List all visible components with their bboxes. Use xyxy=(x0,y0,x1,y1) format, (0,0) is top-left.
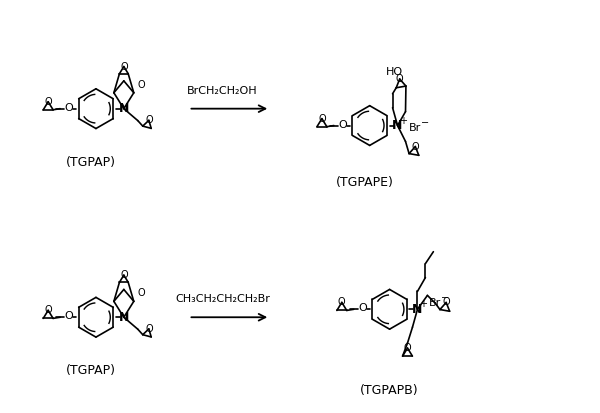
Text: (TGPAPB): (TGPAPB) xyxy=(360,384,419,397)
Text: O: O xyxy=(120,62,128,71)
Text: O: O xyxy=(44,305,52,316)
Text: O: O xyxy=(138,80,145,90)
Text: O: O xyxy=(145,115,152,125)
Text: O: O xyxy=(412,142,419,152)
Text: O: O xyxy=(396,74,403,84)
Text: HO: HO xyxy=(386,67,403,77)
Text: O: O xyxy=(338,119,347,130)
Text: O: O xyxy=(138,288,145,299)
Text: Br: Br xyxy=(409,123,422,133)
Text: (TGPAPE): (TGPAPE) xyxy=(336,176,394,189)
Text: BrCH₂CH₂OH: BrCH₂CH₂OH xyxy=(187,86,257,96)
Text: O: O xyxy=(404,343,412,353)
Text: O: O xyxy=(44,97,52,107)
Text: −: − xyxy=(441,293,449,304)
Text: N: N xyxy=(412,303,422,316)
Text: −: − xyxy=(421,118,430,128)
Text: O: O xyxy=(120,270,128,280)
Text: Br: Br xyxy=(429,298,442,309)
Text: N: N xyxy=(119,311,129,324)
Text: O: O xyxy=(318,114,326,123)
Text: O: O xyxy=(65,311,73,321)
Text: O: O xyxy=(338,297,346,307)
Text: O: O xyxy=(65,103,73,113)
Text: +: + xyxy=(400,116,407,126)
Text: N: N xyxy=(392,119,403,132)
Text: O: O xyxy=(145,324,152,334)
Text: O: O xyxy=(358,303,367,313)
Text: (TGPAP): (TGPAP) xyxy=(66,364,116,377)
Text: (TGPAP): (TGPAP) xyxy=(66,156,116,169)
Text: CH₃CH₂CH₂CH₂Br: CH₃CH₂CH₂CH₂Br xyxy=(175,294,270,304)
Text: +: + xyxy=(419,299,427,309)
Text: N: N xyxy=(119,102,129,115)
Text: O: O xyxy=(442,297,450,307)
